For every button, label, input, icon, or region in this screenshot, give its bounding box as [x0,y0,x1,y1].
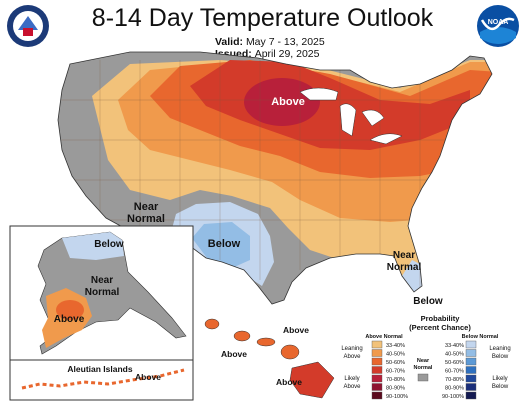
alaska-above-label: Above [54,314,85,325]
conus-near-normal-label-line2: Normal [127,213,165,225]
alaska-below-zone [62,232,124,260]
lake-superior [299,87,339,101]
hawaii-above-label-3: Above [276,377,302,387]
lake-huron [361,109,385,127]
hawaii-island-kauai [204,318,220,330]
aleutian-inset-frame [9,359,194,401]
legend-likely-below-line2: Below [492,384,509,390]
legend-above-swatch-label: 80-90% [386,386,405,392]
legend-likely-above-line1: Likely [344,376,359,382]
legend-likely-below-line1: Likely [492,376,507,382]
hawaii-island-molokai [256,337,276,347]
aleutian-chain [21,368,185,390]
alaska-near-label-line1: Near [91,275,113,286]
legend-above-header: Above Normal [365,334,403,340]
below-40-50-zone [192,222,250,268]
hawaii-island-big [289,361,335,399]
lake-erie [369,133,403,145]
noaa-logo-text: NOAA [488,19,509,26]
alaska-near-label-line2: Normal [85,287,120,298]
legend-leaning-below-line2: Below [492,354,509,360]
legend-below-swatch-label: 80-90% [445,386,464,392]
legend-leaning-above-line2: Above [343,354,361,360]
legend-above-swatch [371,383,383,391]
legend-below-swatch-label: 70-80% [445,377,464,383]
aleutian-above-label: Above [135,372,161,382]
legend-below-swatch [465,340,477,349]
legend-near-swatch [417,373,429,382]
se-near-normal-label-line1: Near [393,250,415,261]
legend-above-swatch-label: 33-40% [386,343,405,349]
conus-above-label: Above [271,96,305,108]
florida-below-label: Below [413,296,443,307]
page-title: 8-14 Day Temperature Outlook [91,4,434,32]
legend-below-swatch-label: 60-70% [445,369,464,375]
probability-legend: Probability (Percent Chance) Above Norma… [341,314,510,400]
legend-below-swatch [465,357,477,366]
issued-value: April 29, 2025 [254,48,320,60]
legend-below-header: Below Normal [462,334,499,340]
legend-above-swatch-label: 70-80% [386,377,405,383]
legend-above-swatch-label: 40-50% [386,352,405,358]
legend-title-line1: Probability [421,314,461,323]
valid-value: May 7 - 13, 2025 [245,36,325,48]
noaa-logo: NOAA [477,5,519,47]
legend-above-swatch-label: 90-100% [386,394,408,400]
legend-below-swatch [465,383,477,391]
commerce-seal-logo [7,5,49,47]
valid-label: Valid: [215,36,244,48]
legend-likely-above-line2: Above [343,384,361,390]
state-borders [60,60,480,290]
legend-below-swatch [465,374,477,383]
conus-below-label: Below [208,238,241,250]
legend-above-swatch [371,374,383,383]
legend-title-line2: (Percent Chance) [409,323,471,332]
hawaii-island-oahu [233,330,251,342]
conus-near-normal-label-line1: Near [134,201,159,213]
alaska-below-label: Below [94,239,124,250]
legend-above-swatch [371,366,383,374]
lake-michigan [339,103,357,137]
aleutian-inset: Aleutian Islands Above [9,359,194,401]
above-70-80-zone [244,78,320,126]
legend-above-swatch-label: 60-70% [386,369,405,375]
legend-above-swatch-label: 50-60% [386,360,405,366]
alaska-inset: Below Near Normal Above [9,225,194,361]
above-swatch-column: 33-40% 40-50% 50-60% 60-70% 70-80% 80-90% 90-1… [371,340,408,400]
legend-below-swatch [465,391,477,400]
legend-below-swatch [465,366,477,374]
legend-below-swatch-label: 50-60% [445,360,464,366]
legend-above-swatch [371,349,383,357]
hawaii-above-label-2: Above [221,349,247,359]
hawaii-above-label-1: Above [283,325,309,335]
legend-above-swatch [371,357,383,366]
se-near-normal-label-line2: Normal [387,262,422,273]
hawaii-island-maui [280,344,300,360]
legend-below-swatch [465,349,477,357]
florida-below-zone [402,260,424,294]
legend-leaning-above-line1: Leaning [341,346,362,352]
legend-leaning-below-line1: Leaning [489,346,510,352]
legend-below-swatch-label: 33-40% [445,343,464,349]
aleutian-title: Aleutian Islands [67,364,132,374]
legend-below-swatch-label: 90-100% [442,394,464,400]
legend-above-swatch [371,391,383,400]
alaska-above-core [56,300,84,320]
below-swatch-column: 33-40% 40-50% 50-60% 60-70% 70-80% 80-90% 90-1… [442,340,477,400]
legend-above-swatch [371,340,383,349]
hawaii-inset: Above Above Above [204,318,335,399]
legend-near-label-line2: Normal [414,365,433,371]
legend-below-swatch-label: 40-50% [445,352,464,358]
legend-near-label-line1: Near [417,358,430,364]
valid-dates: Valid: May 7 - 13, 2025 [215,36,325,48]
